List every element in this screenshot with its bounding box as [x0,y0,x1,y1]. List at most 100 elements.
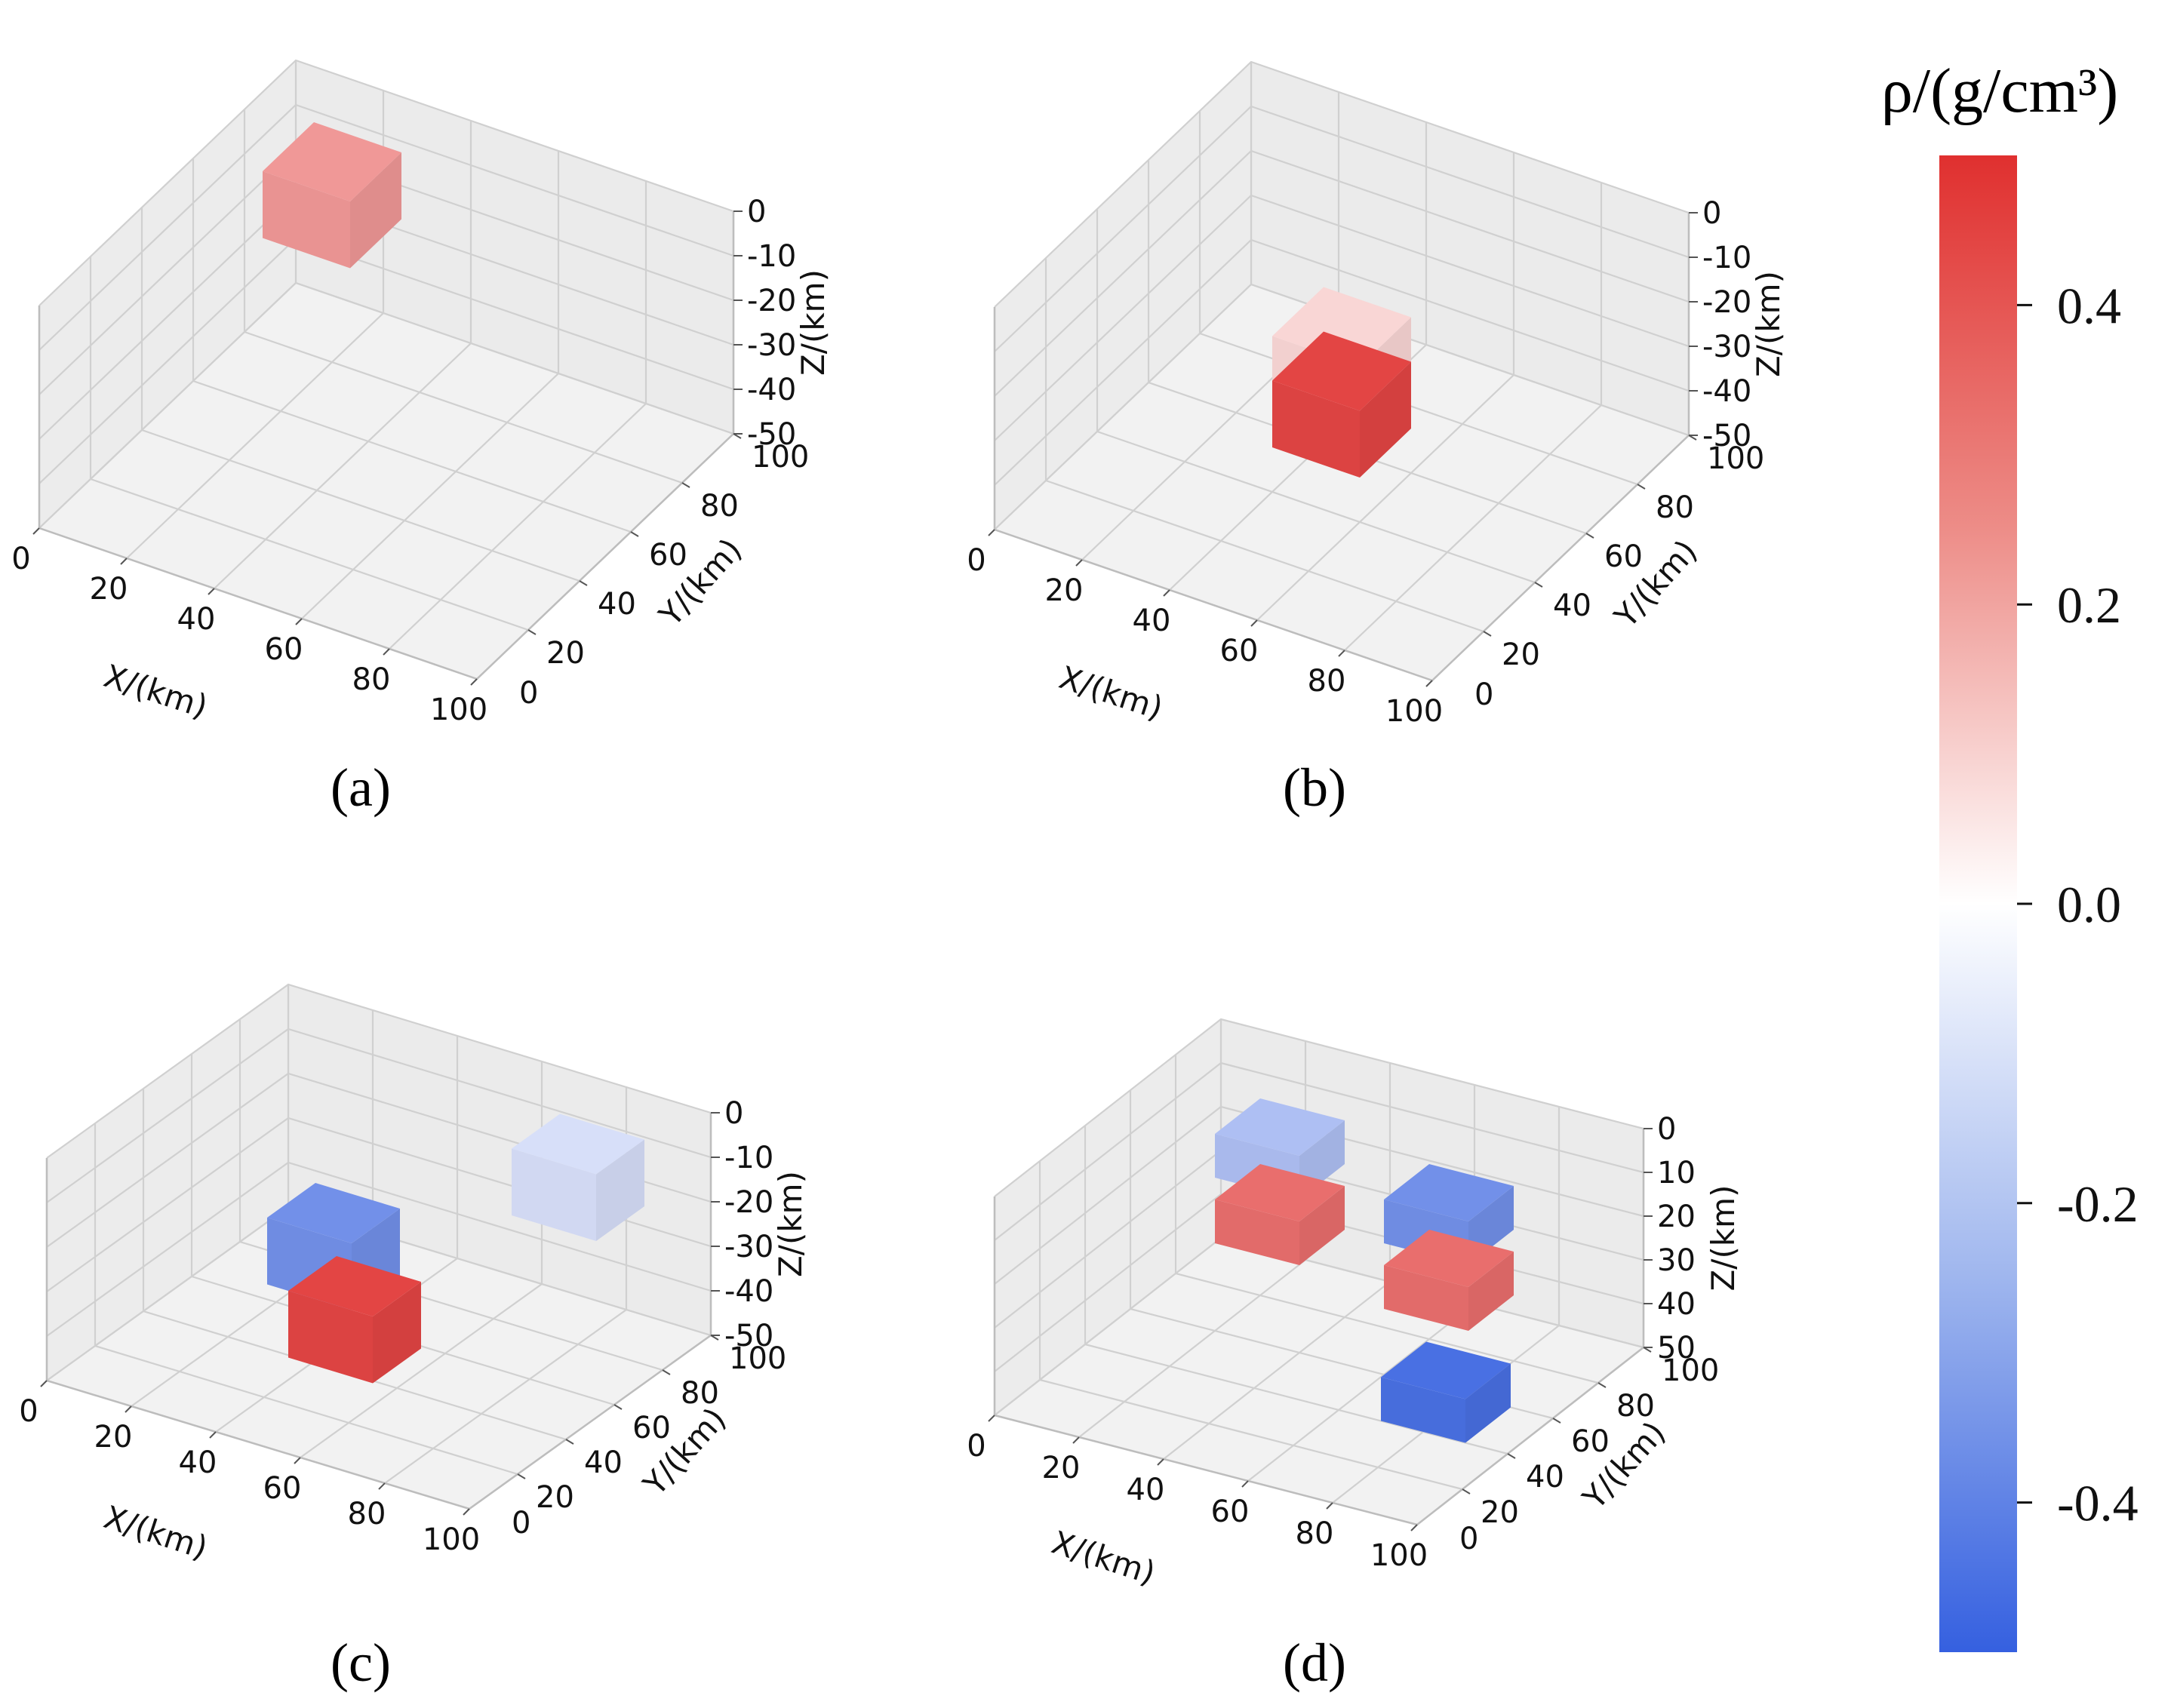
y-tick [517,1473,526,1479]
block-top-face [1381,1341,1511,1399]
x-tick-label: 0 [967,543,986,578]
voxel-block [1272,331,1411,478]
x-tick-label: 100 [1385,694,1443,729]
back-pane [296,60,733,434]
colorbar-tick-label: 0.2 [2057,576,2121,634]
x-tick [1326,1502,1333,1510]
grid-line [46,1028,712,1203]
x-tick-label: 40 [1127,1473,1165,1507]
grid-line [994,238,1690,486]
grid-line [994,194,1690,441]
block-side-face [1360,361,1411,478]
block-side-face [350,152,401,269]
x-tick-label: 60 [1220,634,1259,668]
grid-line [994,105,1690,352]
z-tick-label: -40 [724,1274,773,1309]
z-axis-label: Z/(km) [1750,271,1787,377]
grid-line [38,103,734,351]
block-side-face [596,1139,644,1241]
left-pane [47,985,288,1381]
z-tick-label: -10 [1702,241,1751,275]
z-tick-label: -30 [1702,330,1751,364]
x-tick [1338,650,1345,657]
y-tick-label: 0 [1459,1522,1478,1556]
y-tick-label: 20 [546,636,585,671]
x-axis-label: X/(km) [1055,659,1167,727]
block-top-face [267,1183,400,1243]
block-top-face [1215,1164,1345,1221]
y-tick [1507,1453,1516,1459]
block-side-face [1468,1252,1514,1331]
x-tick [32,527,40,535]
x-tick-label: 0 [967,1429,986,1464]
x-tick [125,1405,132,1413]
y-tick [630,531,639,537]
x-tick-label: 60 [1211,1494,1250,1529]
x-tick-label: 0 [11,542,30,576]
z-tick-label: -30 [747,328,796,363]
block-side-face [1465,1363,1511,1443]
colorbar-tick-label: 0.4 [2057,277,2121,334]
z-axis-label: Z/(km) [772,1171,809,1277]
z-tick-label: -20 [747,284,796,318]
colorbar: ρ/(g/cm³) 0.4 0.2 0.0 -0.2 -0.4 [1881,56,2139,1652]
x-tick [1410,1524,1418,1531]
y-tick [565,1439,574,1445]
x-tick-label: 60 [263,1471,302,1506]
x-tick [294,1457,301,1464]
x-tick [988,1415,995,1422]
y-tick [1534,582,1543,588]
colorbar-tick-label: -0.4 [2057,1475,2139,1532]
z-tick-label: -40 [1702,374,1751,409]
grid-line [46,1161,712,1337]
y-tick-label: 80 [1616,1389,1655,1424]
grid-line [994,60,1690,308]
colorbar-title: ρ/(g/cm³) [1881,56,2118,126]
z-tick-label: -50 [1702,419,1751,453]
y-tick-label: 20 [1481,1495,1519,1530]
y-tick-label: 20 [536,1480,574,1515]
voxel-block [1381,1341,1511,1443]
x-tick [209,1431,217,1439]
x-tick [1075,559,1083,567]
x-tick-label: 80 [1308,664,1346,699]
voxel-block [263,122,401,269]
z-tick-label: 0 [747,195,766,229]
panel-a: 0204060801002040608010000-10-20-30-40-50… [11,59,832,727]
y-tick-label: 100 [729,1341,786,1376]
grid-line [994,149,1690,397]
x-tick [383,648,390,656]
floor-pane [39,283,733,679]
y-tick [1637,484,1646,490]
grid-line [994,283,1690,530]
caption-b: (b) [1283,757,1346,818]
y-tick-label: 40 [1553,588,1591,623]
y-tick [1552,1418,1561,1424]
panel-d: 02040608010020406080100001020304050X/(km… [967,1018,1742,1592]
x-tick-label: 100 [423,1522,480,1557]
x-tick [988,529,995,536]
y-tick-label: 80 [1656,490,1694,525]
y-tick-label: 60 [1604,539,1643,574]
y-tick [1462,1488,1471,1494]
x-tick [295,618,303,625]
block-top-face [1384,1230,1514,1287]
floor-pane [995,284,1689,680]
z-tick-label: 0 [1702,196,1721,231]
z-tick-label: -10 [747,239,796,274]
z-tick-label: 50 [1657,1331,1696,1365]
x-tick [1163,589,1170,597]
caption-c: (c) [331,1633,391,1693]
y-tick-label: 100 [1662,1353,1719,1388]
x-axis-label: X/(km) [1047,1524,1160,1592]
caption-d: (d) [1283,1633,1346,1693]
x-tick [463,1508,470,1516]
y-tick [1597,1382,1607,1388]
z-axis-label: Z/(km) [1705,1185,1742,1292]
y-tick-label: 0 [519,676,538,711]
z-tick-label: 20 [1657,1200,1696,1234]
z-tick-label: -20 [1702,285,1751,320]
grid-line [994,1018,1644,1197]
block-top-face [512,1114,644,1175]
y-tick [613,1404,623,1410]
